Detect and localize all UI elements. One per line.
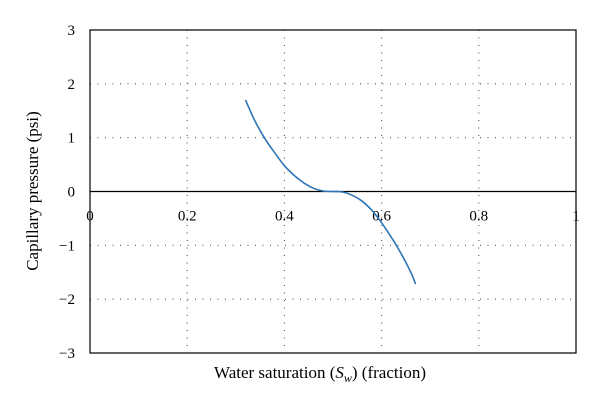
grid bbox=[90, 30, 576, 353]
y-tick-label: 1 bbox=[68, 131, 76, 147]
x-tick-label: 0.2 bbox=[178, 209, 197, 225]
x-axis-title-prefix: Water saturation ( bbox=[214, 363, 336, 382]
y-tick-label: −3 bbox=[59, 346, 75, 362]
x-tick-label: 0.6 bbox=[372, 209, 391, 225]
y-tick-label: −1 bbox=[59, 238, 75, 254]
y-tick-label: −2 bbox=[59, 292, 75, 308]
y-tick-label: 0 bbox=[68, 185, 76, 201]
y-axis-title: Capillary pressure (psi) bbox=[23, 111, 42, 271]
x-axis-title-subscript: w bbox=[344, 371, 352, 385]
series-line bbox=[244, 99, 417, 285]
y-tick-labels: 3 2 1 0 −1 −2 −3 bbox=[59, 23, 75, 362]
x-tick-label: 0.4 bbox=[275, 209, 294, 225]
x-axis-title-symbol: S bbox=[335, 363, 344, 382]
x-tick-label: 0 bbox=[86, 209, 94, 225]
y-tick-label: 3 bbox=[68, 23, 76, 39]
plot-frame bbox=[89, 29, 577, 354]
x-tick-label: 0.8 bbox=[469, 209, 488, 225]
y-tick-label: 2 bbox=[68, 77, 76, 93]
x-tick-labels: 0 0.2 0.4 0.6 0.8 1 bbox=[86, 209, 580, 225]
x-axis-title-suffix: ) (fraction) bbox=[352, 363, 426, 382]
x-tick-label: 1 bbox=[572, 209, 580, 225]
x-axis-title: Water saturation (Sw) (fraction) bbox=[214, 363, 426, 385]
series-layer bbox=[244, 99, 417, 285]
